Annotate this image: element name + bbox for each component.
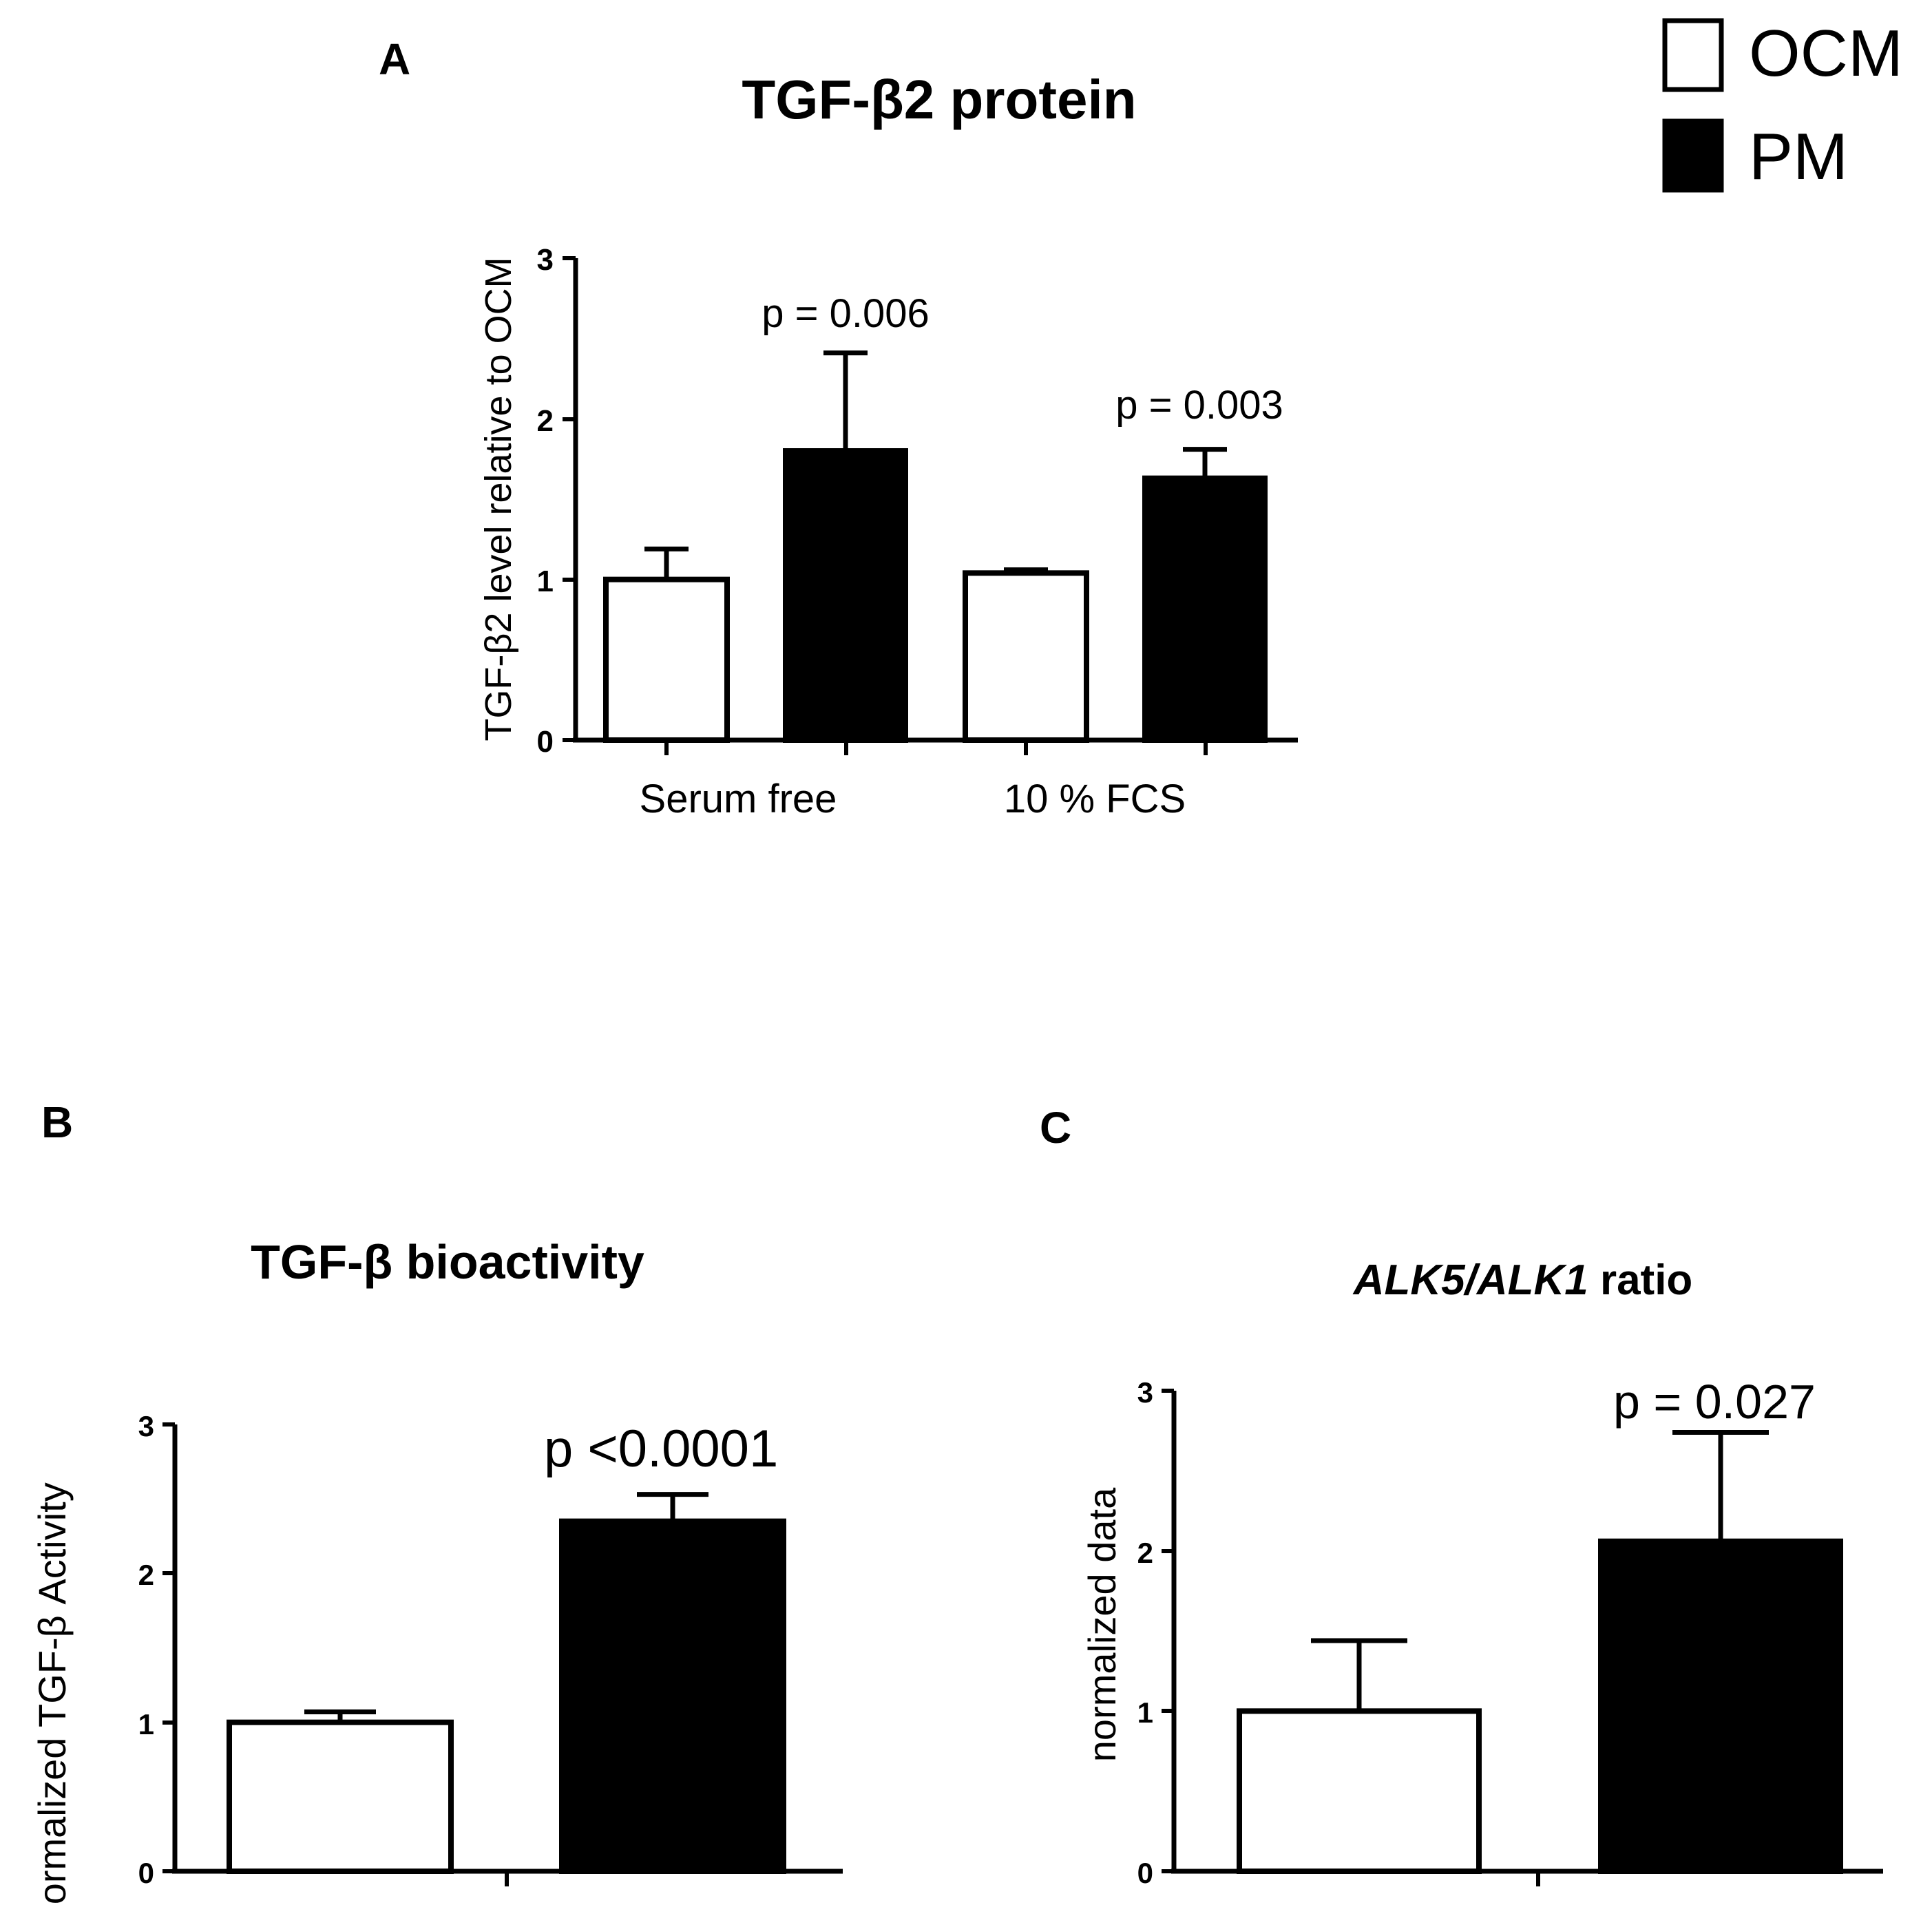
panel-letter-c: C <box>1040 1103 1071 1153</box>
chart-title-c-gene: ALK5/ALK1 <box>1352 1256 1588 1304</box>
y-axis-c: 3 2 1 0 <box>1137 1376 1177 1889</box>
bars-c <box>1237 1429 1843 1875</box>
y-tick-label-c-1: 1 <box>1137 1696 1153 1729</box>
y-axis-label-b: Normalized TGF-β Activity <box>30 1482 74 1905</box>
y-tick-label-c-3: 3 <box>1137 1376 1153 1409</box>
chart-title-c-rest: ratio <box>1588 1256 1693 1304</box>
legend-label-ocm: OCM <box>1749 17 1903 90</box>
panel-b: B TGF-β bioactivity Normalized TGF-β Act… <box>30 1097 843 1905</box>
x-axis-a: Serum free 10 % FCS <box>573 737 1298 821</box>
legend-swatch-pm <box>1662 118 1724 193</box>
y-tick-label-b-2: 2 <box>138 1559 154 1591</box>
y-tick-label-a-2: 2 <box>537 404 554 438</box>
chart-title-c: ALK5/ALK1 ratio <box>1352 1256 1693 1304</box>
x-axis-c <box>1171 1869 1883 1886</box>
y-tick-label-c-2: 2 <box>1137 1537 1153 1569</box>
p-value-b: p <0.0001 <box>544 1420 778 1478</box>
y-tick-label-b-0: 0 <box>138 1857 154 1889</box>
bar-b-pm <box>559 1518 786 1875</box>
bar-c-pm <box>1598 1538 1843 1875</box>
legend-label-pm: PM <box>1749 120 1848 193</box>
bar-b-ocm <box>227 1719 454 1875</box>
bar-a-pm-serum-free <box>783 448 908 743</box>
panel-a: A TGF-β2 protein TGF-β2 level relative t… <box>379 34 1298 821</box>
y-tick-label-a-0: 0 <box>537 725 554 759</box>
legend-swatch-ocm <box>1662 18 1724 92</box>
bar-a-ocm-fcs <box>963 570 1089 743</box>
y-tick-label-c-0: 0 <box>1137 1857 1153 1889</box>
p-value-a-serum-free: p = 0.006 <box>762 291 930 336</box>
x-axis-b <box>172 1869 843 1886</box>
panel-letter-b: B <box>41 1097 73 1147</box>
y-tick-label-a-3: 3 <box>537 243 554 277</box>
p-value-a-fcs: p = 0.003 <box>1115 383 1283 428</box>
chart-title-a: TGF-β2 protein <box>742 69 1136 130</box>
bars-b <box>227 1492 786 1875</box>
bar-c-ocm <box>1237 1708 1482 1874</box>
p-value-c: p = 0.027 <box>1613 1375 1816 1429</box>
x-category-label-a-fcs: 10 % FCS <box>1004 777 1186 821</box>
y-axis-a: 3 2 1 0 <box>537 243 578 759</box>
y-tick-label-b-1: 1 <box>138 1708 154 1740</box>
bar-a-ocm-serum-free <box>603 576 730 744</box>
bar-a-pm-fcs <box>1142 475 1268 744</box>
x-category-label-a-serum-free: Serum free <box>640 777 837 821</box>
legend: OCM PM <box>1662 17 1903 193</box>
y-axis-label-a: TGF-β2 level relative to OCM <box>478 257 519 741</box>
y-axis-b: 3 2 1 0 <box>138 1410 178 1889</box>
y-axis-label-c: normalized data <box>1080 1487 1124 1762</box>
panel-letter-a: A <box>379 34 410 84</box>
panel-c: C ALK5/ALK1 ratio normalized data 3 2 1 … <box>1040 1103 1883 1889</box>
y-tick-label-b-3: 3 <box>138 1410 154 1442</box>
chart-title-b: TGF-β bioactivity <box>251 1235 644 1289</box>
y-tick-label-a-1: 1 <box>537 565 554 598</box>
